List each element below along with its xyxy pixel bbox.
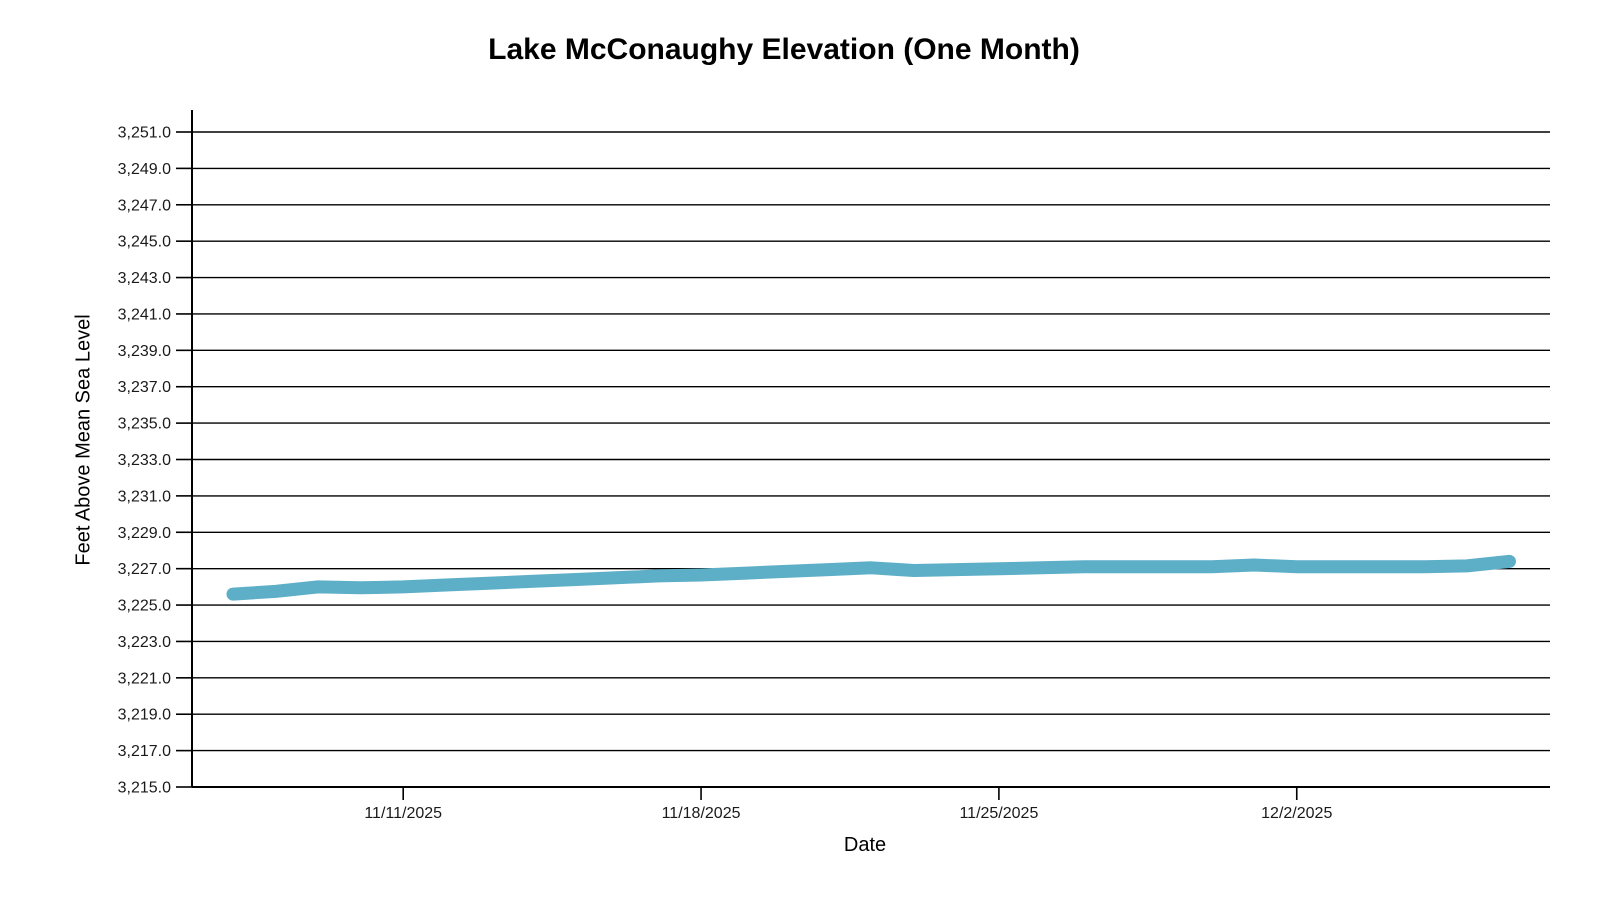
x-tick-label: 11/11/2025 (364, 805, 442, 822)
y-tick-label: 3,227.0 (118, 561, 171, 578)
y-tick-label: 3,239.0 (118, 343, 171, 360)
x-tick-label: 11/18/2025 (662, 805, 741, 822)
y-tick-label: 3,249.0 (118, 161, 171, 178)
y-tick-label: 3,223.0 (118, 634, 171, 651)
x-axis-title: Date (843, 834, 887, 856)
y-tick-label: 3,243.0 (118, 270, 171, 287)
y-tick-label: 3,245.0 (118, 234, 171, 251)
y-tick-label: 3,251.0 (118, 125, 171, 142)
y-tick-label: 3,231.0 (118, 488, 171, 505)
y-tick-label: 3,237.0 (118, 379, 171, 396)
x-tick-label: 11/25/2025 (959, 805, 1038, 822)
y-tick-label: 3,217.0 (118, 743, 171, 760)
y-tick-label: 3,233.0 (118, 452, 171, 469)
y-tick-label: 3,225.0 (118, 598, 171, 615)
y-tick-label: 3,229.0 (118, 525, 171, 542)
chart-title: Lake McConaughy Elevation (One Month) (488, 33, 1080, 66)
y-tick-label: 3,221.0 (118, 670, 171, 687)
y-tick-label: 3,247.0 (118, 197, 171, 214)
y-tick-label: 3,235.0 (118, 416, 171, 433)
x-tick-label: 12/2/2025 (1261, 805, 1332, 822)
elevation-series-line (226, 554, 1516, 601)
y-tick-label: 3,219.0 (118, 707, 171, 724)
y-tick-label: 3,241.0 (118, 306, 171, 323)
y-axis-title: Feet Above Mean Sea Level (72, 314, 95, 566)
y-tick-label: 3,215.0 (118, 780, 171, 797)
